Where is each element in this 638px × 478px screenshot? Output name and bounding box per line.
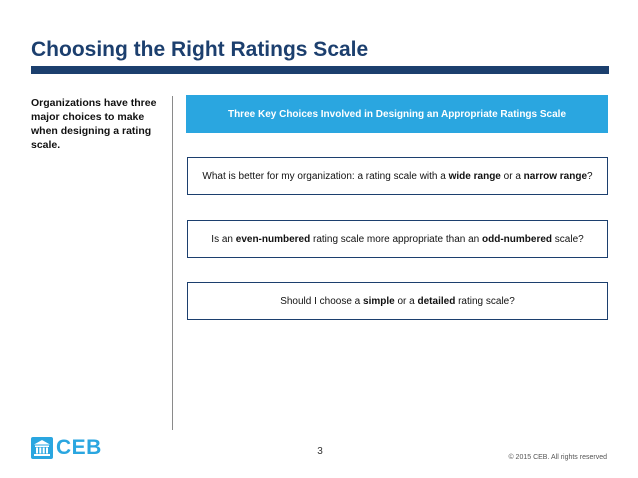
intro-text: Organizations have three major choices t… — [31, 97, 157, 151]
page-number: 3 — [317, 446, 323, 457]
question-box-simple-detailed: Should I choose a simple or a detailed r… — [187, 282, 608, 320]
question-box-even-odd: Is an even-numbered rating scale more ap… — [187, 220, 608, 258]
slide-title: Choosing the Right Ratings Scale — [31, 38, 369, 61]
copyright-notice: © 2015 CEB. All rights reserved — [508, 454, 607, 461]
question-text: What is better for my organization: a ra… — [202, 170, 593, 182]
vertical-divider — [172, 96, 173, 430]
choices-header: Three Key Choices Involved in Designing … — [186, 95, 608, 133]
ceb-logo: CEB — [31, 437, 102, 459]
question-text: Should I choose a simple or a detailed r… — [280, 295, 515, 307]
ceb-building-icon — [31, 437, 53, 459]
logo-text: CEB — [56, 436, 102, 459]
question-text: Is an even-numbered rating scale more ap… — [211, 233, 584, 245]
question-box-range: What is better for my organization: a ra… — [187, 157, 608, 195]
title-underline-bar — [31, 66, 609, 74]
